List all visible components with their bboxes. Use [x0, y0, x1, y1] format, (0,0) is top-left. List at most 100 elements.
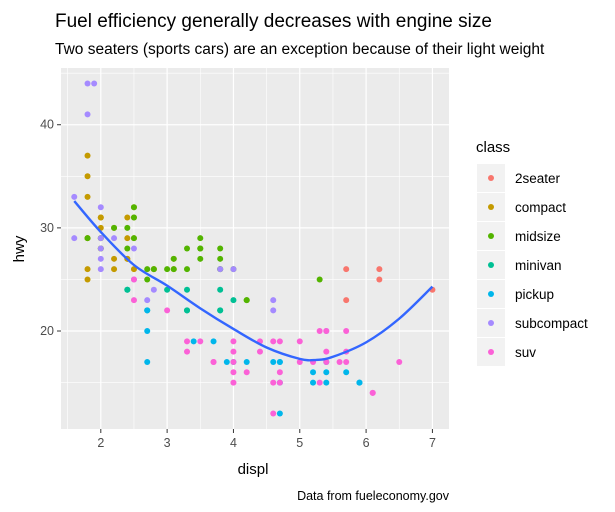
point-midsize — [150, 266, 157, 273]
point-pickup — [356, 379, 363, 386]
point-pickup — [276, 358, 283, 365]
point-suv — [230, 379, 237, 386]
point-suv — [270, 379, 277, 386]
point-subcompact — [97, 235, 104, 242]
point-suv — [270, 338, 277, 345]
legend-swatch-2seater — [488, 175, 494, 181]
chart-title: Fuel efficiency generally decreases with… — [55, 11, 492, 32]
point-compact — [84, 173, 91, 180]
point-midsize — [217, 255, 224, 262]
point-pickup — [223, 358, 230, 365]
point-midsize — [144, 276, 151, 283]
point-minivan — [217, 286, 224, 293]
point-midsize — [316, 276, 323, 283]
point-pickup — [276, 410, 283, 417]
point-subcompact — [84, 111, 91, 118]
legend-swatch-midsize — [488, 233, 494, 239]
legend-swatch-minivan — [488, 262, 494, 268]
legend-title: class — [476, 139, 510, 156]
point-midsize — [111, 224, 118, 231]
point-2seater — [376, 276, 383, 283]
point-compact — [111, 255, 118, 262]
point-suv — [343, 358, 350, 365]
legend-label-suv: suv — [515, 345, 536, 360]
smooth-curve — [73, 200, 434, 362]
point-pickup — [210, 338, 217, 345]
point-pickup — [343, 369, 350, 376]
legend-label-compact: compact — [515, 200, 566, 215]
point-midsize — [184, 266, 191, 273]
x-tick-label: 7 — [429, 436, 436, 450]
point-midsize — [170, 266, 177, 273]
point-pickup — [144, 358, 151, 365]
legend-label-minivan: minivan — [515, 258, 562, 273]
point-pickup — [323, 379, 330, 386]
legend-swatch-compact — [488, 204, 494, 210]
chart-caption: Data from fueleconomy.gov — [297, 489, 450, 503]
point-compact — [84, 266, 91, 273]
point-compact — [84, 276, 91, 283]
point-pickup — [310, 369, 317, 376]
smooth-curve-layer — [73, 200, 434, 362]
point-suv — [230, 369, 237, 376]
point-midsize — [144, 266, 151, 273]
point-suv — [323, 348, 330, 355]
x-tick-label: 5 — [296, 436, 303, 450]
point-midsize — [197, 245, 204, 252]
point-suv — [323, 358, 330, 365]
legend-label-pickup: pickup — [515, 287, 554, 302]
point-2seater — [376, 266, 383, 273]
point-suv — [276, 369, 283, 376]
point-suv — [369, 389, 376, 396]
point-subcompact — [111, 235, 118, 242]
point-compact — [124, 214, 131, 221]
point-pickup — [270, 358, 277, 365]
point-minivan — [124, 286, 131, 293]
point-compact — [97, 214, 104, 221]
legend: class 2seater compact midsize minivan pickup… — [476, 139, 588, 366]
point-subcompact — [97, 266, 104, 273]
point-midsize — [130, 204, 137, 211]
point-suv — [296, 358, 303, 365]
point-suv — [210, 358, 217, 365]
chart-subtitle: Two seaters (sports cars) are an excepti… — [55, 41, 545, 58]
point-midsize — [84, 235, 91, 242]
point-midsize — [197, 235, 204, 242]
point-subcompact — [71, 193, 78, 200]
point-midsize — [184, 245, 191, 252]
point-minivan — [217, 307, 224, 314]
point-subcompact — [217, 266, 224, 273]
legend-label-2seater: 2seater — [515, 171, 561, 186]
point-subcompact — [130, 245, 137, 252]
point-suv — [270, 410, 277, 417]
point-2seater — [343, 297, 350, 304]
point-suv — [164, 307, 171, 314]
point-suv — [184, 338, 191, 345]
point-suv — [230, 358, 237, 365]
x-tick-label: 2 — [97, 436, 104, 450]
point-subcompact — [270, 307, 277, 314]
legend-label-subcompact: subcompact — [515, 316, 588, 331]
point-compact — [111, 266, 118, 273]
legend-swatch-suv — [488, 349, 494, 355]
data-points — [71, 80, 436, 417]
plot-panel — [61, 68, 449, 429]
point-pickup — [190, 338, 197, 345]
point-midsize — [164, 266, 171, 273]
x-tick-label: 4 — [230, 436, 237, 450]
legend-swatch-pickup — [488, 291, 494, 297]
axis-ticks: 2 3 4 5 6 7 20 30 40 — [40, 118, 436, 450]
point-suv — [336, 358, 343, 365]
point-suv — [316, 379, 323, 386]
point-subcompact — [97, 255, 104, 262]
point-suv — [343, 328, 350, 335]
point-compact — [84, 152, 91, 159]
point-midsize — [197, 255, 204, 262]
point-minivan — [184, 307, 191, 314]
point-suv — [276, 338, 283, 345]
point-pickup — [323, 369, 330, 376]
point-pickup — [243, 358, 250, 365]
point-midsize — [124, 245, 131, 252]
point-suv — [130, 276, 137, 283]
x-tick-label: 3 — [164, 436, 171, 450]
